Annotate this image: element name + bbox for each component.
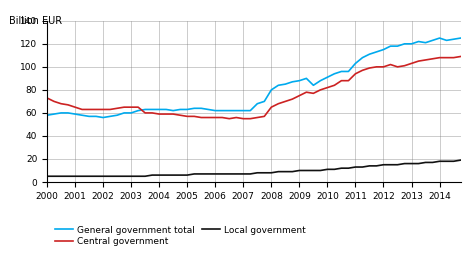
Line: General government total: General government total (47, 38, 461, 118)
Legend: General government total, Central government, Local government: General government total, Central govern… (52, 222, 309, 250)
Central government (184, 115, 190, 118)
Central government (227, 117, 232, 120)
Local government (184, 173, 190, 177)
Local government (304, 169, 309, 172)
General government total (157, 108, 162, 111)
Central government (164, 113, 169, 116)
Local government (44, 175, 50, 178)
Central government (311, 92, 316, 95)
General government total (100, 116, 106, 119)
Central government (114, 107, 120, 110)
Central government (44, 96, 50, 100)
Central government (177, 114, 183, 117)
General government total (458, 36, 463, 40)
General government total (121, 111, 127, 114)
Local government (458, 159, 463, 162)
Line: Local government: Local government (47, 160, 461, 176)
Local government (114, 175, 120, 178)
General government total (191, 107, 197, 110)
General government total (44, 114, 50, 117)
Central government (149, 111, 155, 114)
Local government (177, 173, 183, 177)
Central government (458, 55, 463, 58)
General government total (184, 108, 190, 111)
Local government (149, 173, 155, 177)
General government total (437, 36, 442, 40)
General government total (170, 109, 176, 112)
Text: Billion EUR: Billion EUR (9, 16, 63, 25)
Local government (164, 173, 169, 177)
General government total (311, 84, 316, 87)
Line: Central government: Central government (47, 56, 461, 119)
